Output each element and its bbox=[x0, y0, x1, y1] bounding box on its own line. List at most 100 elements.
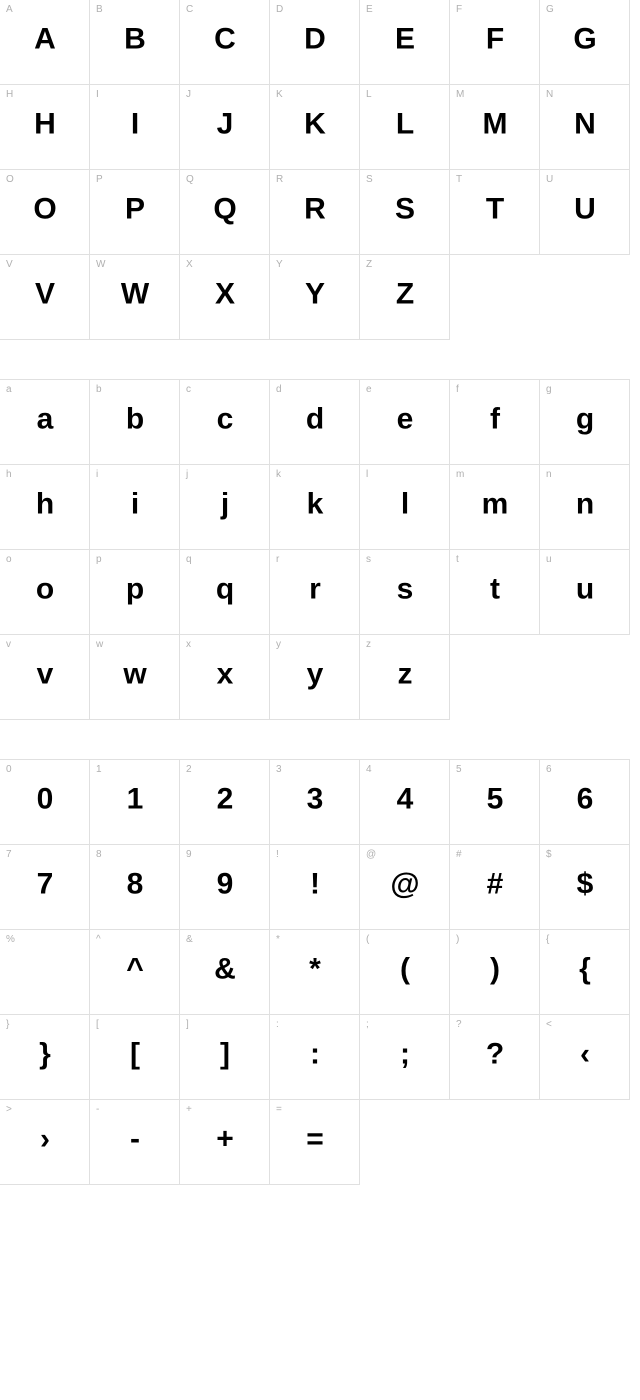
key-label: Q bbox=[186, 174, 194, 185]
key-label: % bbox=[6, 934, 15, 945]
glyph-cell: PP bbox=[89, 169, 180, 255]
key-label: 1 bbox=[96, 764, 102, 775]
key-label: h bbox=[6, 469, 12, 480]
glyph-display: y bbox=[307, 657, 323, 691]
glyph-display: s bbox=[397, 572, 413, 606]
glyph-display: ; bbox=[400, 1037, 409, 1071]
key-label: p bbox=[96, 554, 102, 565]
glyph-cell: XX bbox=[179, 254, 270, 340]
glyph-section-lowercase: aabbccddeeffgghhiijjkkllmmnnooppqqrrsstt… bbox=[0, 380, 640, 720]
key-label: 5 bbox=[456, 764, 462, 775]
key-label: ) bbox=[456, 934, 459, 945]
glyph-display: 9 bbox=[217, 867, 233, 901]
glyph-cell: DD bbox=[269, 0, 360, 85]
key-label: A bbox=[6, 4, 13, 15]
key-label: z bbox=[366, 639, 371, 650]
glyph-section-uppercase: AABBCCDDEEFFGGHHIIJJKKLLMMNNOOPPQQRRSSTT… bbox=[0, 0, 640, 340]
glyph-cell: bb bbox=[89, 379, 180, 465]
glyph-display: Z bbox=[396, 277, 413, 311]
key-label: Z bbox=[366, 259, 372, 270]
glyph-cell: JJ bbox=[179, 84, 270, 170]
key-label: 9 bbox=[186, 849, 192, 860]
glyph-cell: HH bbox=[0, 84, 90, 170]
glyph-display: 7 bbox=[37, 867, 53, 901]
empty-cell bbox=[539, 1099, 630, 1185]
glyph-display: : bbox=[310, 1037, 319, 1071]
glyph-display: ^ bbox=[126, 952, 143, 986]
glyph-display: Q bbox=[213, 192, 235, 226]
glyph-display: ! bbox=[310, 867, 319, 901]
glyph-display: j bbox=[221, 487, 228, 521]
key-label: r bbox=[276, 554, 279, 565]
key-label: j bbox=[186, 469, 188, 480]
key-label: # bbox=[456, 849, 462, 860]
glyph-display: Y bbox=[305, 277, 324, 311]
glyph-display: X bbox=[215, 277, 234, 311]
key-label: x bbox=[186, 639, 191, 650]
key-label: X bbox=[186, 259, 193, 270]
glyph-display: ? bbox=[486, 1037, 503, 1071]
glyph-cell: ee bbox=[359, 379, 450, 465]
glyph-cell: xx bbox=[179, 634, 270, 720]
glyph-cell: ss bbox=[359, 549, 450, 635]
glyph-display: H bbox=[34, 107, 55, 141]
empty-cell bbox=[449, 1099, 540, 1185]
glyph-display: 1 bbox=[127, 782, 143, 816]
glyph-display: + bbox=[216, 1122, 233, 1156]
glyph-display: ] bbox=[220, 1037, 229, 1071]
key-label: O bbox=[6, 174, 14, 185]
key-label: M bbox=[456, 89, 464, 100]
key-label: C bbox=[186, 4, 193, 15]
glyph-display: R bbox=[304, 192, 325, 226]
key-label: 6 bbox=[546, 764, 552, 775]
key-label: W bbox=[96, 259, 105, 270]
glyph-cell: TT bbox=[449, 169, 540, 255]
key-label: S bbox=[366, 174, 373, 185]
glyph-cell: FF bbox=[449, 0, 540, 85]
glyph-display: C bbox=[214, 22, 235, 56]
key-label: F bbox=[456, 4, 462, 15]
glyph-cell: QQ bbox=[179, 169, 270, 255]
glyph-cell: GG bbox=[539, 0, 630, 85]
glyph-cell: ZZ bbox=[359, 254, 450, 340]
key-label: k bbox=[276, 469, 281, 480]
glyph-display: f bbox=[490, 402, 499, 436]
key-label: 4 bbox=[366, 764, 372, 775]
glyph-cell: pp bbox=[89, 549, 180, 635]
key-label: - bbox=[96, 1104, 99, 1115]
glyph-display: [ bbox=[130, 1037, 139, 1071]
glyph-cell: zz bbox=[359, 634, 450, 720]
glyph-display: e bbox=[397, 402, 413, 436]
glyph-cell: aa bbox=[0, 379, 90, 465]
key-label: = bbox=[276, 1104, 282, 1115]
glyph-display: D bbox=[304, 22, 325, 56]
key-label: ! bbox=[276, 849, 279, 860]
glyph-cell: 99 bbox=[179, 844, 270, 930]
glyph-display: V bbox=[35, 277, 54, 311]
glyph-cell: ** bbox=[269, 929, 360, 1015]
glyph-cell: )) bbox=[449, 929, 540, 1015]
key-label: : bbox=[276, 1019, 279, 1030]
glyph-display: m bbox=[482, 487, 508, 521]
glyph-cell: hh bbox=[0, 464, 90, 550]
glyph-cell: oo bbox=[0, 549, 90, 635]
key-label: H bbox=[6, 89, 13, 100]
glyph-cell: :: bbox=[269, 1014, 360, 1100]
key-label: y bbox=[276, 639, 281, 650]
key-label: n bbox=[546, 469, 552, 480]
glyph-cell: && bbox=[179, 929, 270, 1015]
glyph-cell: vv bbox=[0, 634, 90, 720]
key-label: Y bbox=[276, 259, 283, 270]
glyph-cell: (( bbox=[359, 929, 450, 1015]
glyph-cell: CC bbox=[179, 0, 270, 85]
glyph-display: 2 bbox=[217, 782, 233, 816]
glyph-cell: ++ bbox=[179, 1099, 270, 1185]
key-label: w bbox=[96, 639, 103, 650]
glyph-cell: ii bbox=[89, 464, 180, 550]
key-label: & bbox=[186, 934, 193, 945]
glyph-grid: 00112233445566778899!!@@##$$%^^&&**(()){… bbox=[0, 760, 640, 1185]
key-label: ( bbox=[366, 934, 369, 945]
key-label: T bbox=[456, 174, 462, 185]
key-label: q bbox=[186, 554, 192, 565]
glyph-display: = bbox=[306, 1122, 323, 1156]
